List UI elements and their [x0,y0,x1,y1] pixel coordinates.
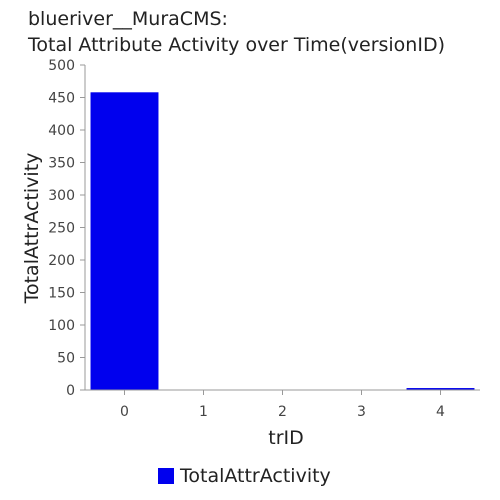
legend-label: TotalAttrActivity [180,465,331,487]
x-tick-label: 0 [120,404,129,420]
x-tick-label: 3 [357,404,366,420]
bar-0 [91,92,159,390]
y-tick-label: 50 [57,351,75,367]
legend: TotalAttrActivity [158,465,331,487]
legend-swatch [158,468,174,484]
x-axis-label: trID [268,427,304,449]
y-tick-label: 250 [48,221,75,237]
y-tick-label: 400 [48,123,75,139]
x-tick-label: 4 [436,404,445,420]
x-tick-label: 1 [199,404,208,420]
x-axis: 0 1 2 3 4 [120,390,445,420]
y-tick-label: 350 [48,156,75,172]
y-axis-label: TotalAttrActivity [21,153,43,305]
y-tick-label: 150 [48,286,75,302]
y-tick-label: 0 [66,383,75,399]
x-tick-label: 2 [278,404,287,420]
bars [91,92,475,390]
y-tick-label: 500 [48,58,75,74]
y-tick-label: 450 [48,91,75,107]
y-tick-label: 200 [48,253,75,269]
y-axis: 0 50 100 150 200 250 300 350 400 450 500 [48,58,85,399]
y-tick-label: 100 [48,318,75,334]
y-tick-label: 300 [48,188,75,204]
